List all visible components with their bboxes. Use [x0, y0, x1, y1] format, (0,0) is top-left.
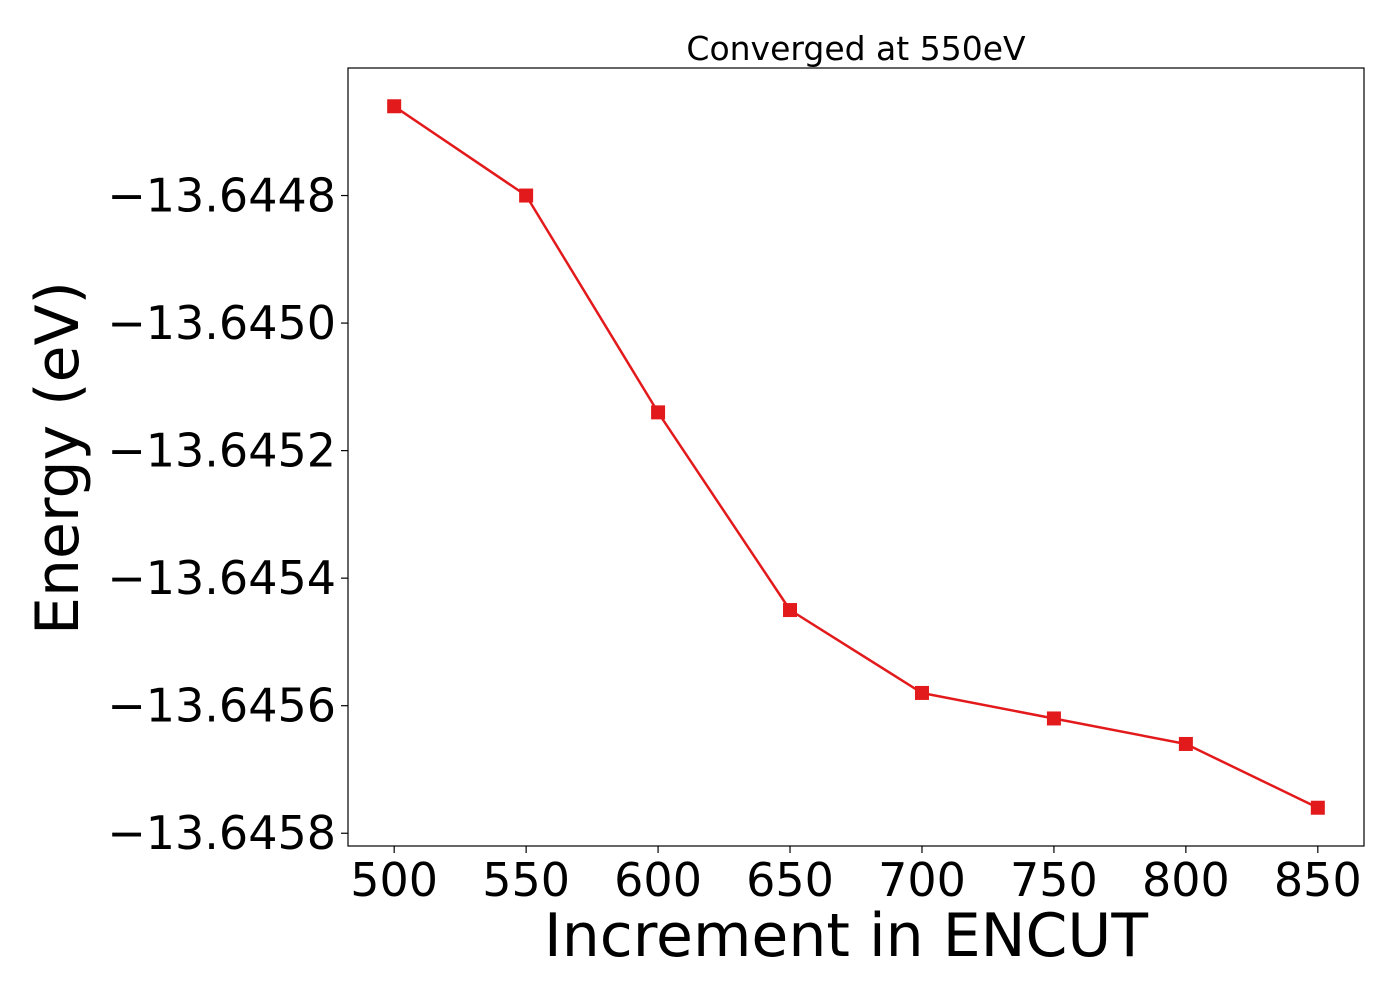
- x-tick-label: 550: [482, 853, 570, 907]
- y-axis-label: Energy (eV): [23, 281, 93, 635]
- y-tick-label: −13.6452: [107, 424, 336, 478]
- series-line: [393, 105, 1319, 809]
- data-point-marker: [519, 188, 534, 203]
- data-point-marker: [387, 99, 402, 114]
- y-tick-label: −13.6450: [107, 296, 336, 350]
- x-tick-label: 500: [350, 853, 438, 907]
- y-tick-label: −13.6456: [107, 679, 336, 733]
- data-point-marker: [1310, 800, 1325, 815]
- x-tick-label: 850: [1274, 853, 1362, 907]
- y-tick-label: −13.6458: [107, 806, 336, 860]
- y-tick-label: −13.6454: [107, 551, 336, 605]
- x-tick-label: 800: [1142, 853, 1230, 907]
- plot-area: 500 550 600 650 700 750 800 850 −13.6448 −13.6450…: [107, 99, 1362, 907]
- x-axis-label: Increment in ENCUT: [544, 901, 1148, 971]
- x-tick-label: 750: [1010, 853, 1098, 907]
- data-point-marker: [651, 405, 666, 420]
- x-tick-label: 600: [614, 853, 702, 907]
- plot-frame: [347, 67, 1365, 847]
- x-tick-label: 650: [746, 853, 834, 907]
- data-point-marker: [914, 685, 929, 700]
- x-tick-label: 700: [878, 853, 966, 907]
- data-point-marker: [1178, 736, 1193, 751]
- y-tick-label: −13.6448: [107, 169, 336, 223]
- data-point-marker: [783, 603, 798, 618]
- data-point-marker: [1046, 711, 1061, 726]
- chart-title: Converged at 550eV: [686, 29, 1026, 68]
